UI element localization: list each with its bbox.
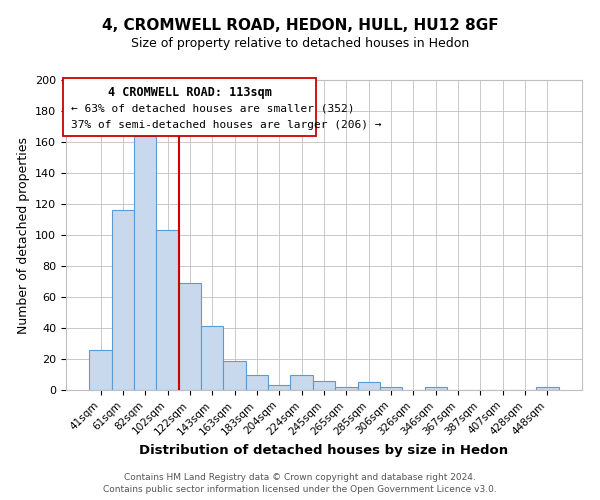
Text: Contains public sector information licensed under the Open Government Licence v3: Contains public sector information licen…: [103, 485, 497, 494]
Bar: [112, 210, 134, 390]
Bar: [536, 387, 559, 390]
Bar: [380, 387, 402, 390]
Bar: [201, 326, 223, 390]
FancyBboxPatch shape: [64, 78, 316, 136]
Text: Size of property relative to detached houses in Hedon: Size of property relative to detached ho…: [131, 38, 469, 51]
Bar: [157, 230, 179, 390]
Y-axis label: Number of detached properties: Number of detached properties: [17, 136, 29, 334]
Bar: [335, 387, 358, 390]
Text: ← 63% of detached houses are smaller (352): ← 63% of detached houses are smaller (35…: [71, 104, 355, 114]
Bar: [358, 382, 380, 390]
Text: 37% of semi-detached houses are larger (206) →: 37% of semi-detached houses are larger (…: [71, 120, 382, 130]
Bar: [223, 360, 246, 390]
Bar: [246, 374, 268, 390]
Bar: [268, 386, 290, 390]
Text: 4, CROMWELL ROAD, HEDON, HULL, HU12 8GF: 4, CROMWELL ROAD, HEDON, HULL, HU12 8GF: [101, 18, 499, 32]
Text: Contains HM Land Registry data © Crown copyright and database right 2024.: Contains HM Land Registry data © Crown c…: [124, 472, 476, 482]
Bar: [313, 380, 335, 390]
Bar: [179, 283, 201, 390]
Bar: [134, 136, 157, 390]
Text: 4 CROMWELL ROAD: 113sqm: 4 CROMWELL ROAD: 113sqm: [108, 86, 272, 99]
X-axis label: Distribution of detached houses by size in Hedon: Distribution of detached houses by size …: [139, 444, 509, 456]
Bar: [89, 350, 112, 390]
Bar: [290, 374, 313, 390]
Bar: [425, 387, 447, 390]
